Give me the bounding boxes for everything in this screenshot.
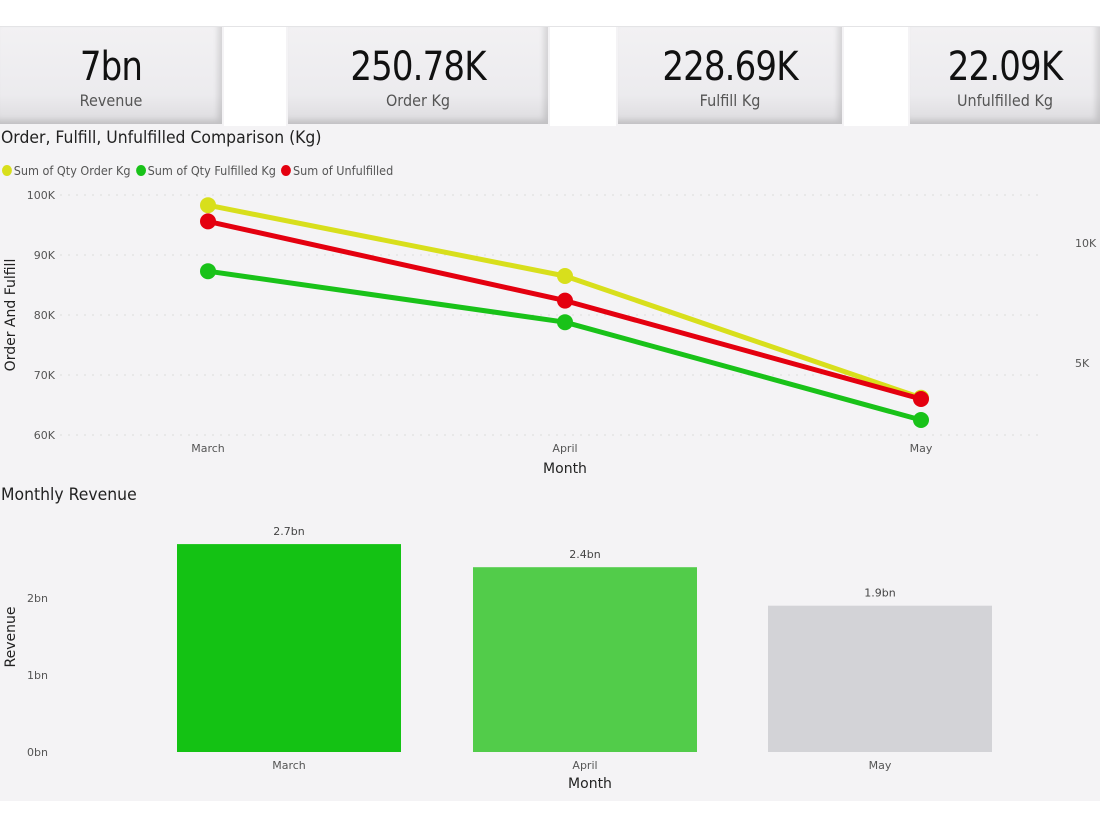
kpi-card-revenue: 7bn Revenue [0, 27, 222, 124]
data-point [913, 412, 929, 428]
line-chart-legend: Sum of Qty Order Kg Sum of Qty Fulfilled… [2, 163, 393, 178]
bar [177, 544, 401, 752]
data-point [557, 268, 573, 284]
x-axis-title: Month [568, 776, 612, 792]
kpi-card-unfulfilled: 22.09K Unfulfilled Kg [910, 27, 1100, 124]
card-gap [224, 27, 286, 126]
kpi-label: Fulfill Kg [699, 91, 761, 110]
data-label: 2.4bn [569, 548, 600, 561]
y2-tick-label: 10K [1075, 237, 1097, 250]
x-tick-label: May [910, 442, 933, 455]
legend-label: Sum of Qty Order Kg [13, 163, 131, 178]
kpi-label: Order Kg [385, 91, 451, 110]
y-tick-label: 100K [27, 189, 56, 202]
data-point [557, 314, 573, 331]
series-line [207, 218, 922, 402]
y-axis-title: Order And Fulfill [3, 259, 19, 372]
y-tick-label: 1bn [27, 669, 48, 682]
data-point [200, 263, 216, 280]
card-gap [550, 27, 616, 126]
x-tick-label: March [272, 759, 306, 772]
card-gap [844, 27, 908, 126]
kpi-card-fulfill: 228.69K Fulfill Kg [618, 27, 842, 124]
kpi-value: 7bn [79, 44, 143, 90]
x-tick-label: May [869, 759, 892, 772]
kpi-value: 22.09K [947, 44, 1063, 90]
kpi-label: Unfulfilled Kg [956, 91, 1054, 110]
kpi-value: 250.78K [350, 44, 486, 90]
y-tick-label: 70K [34, 369, 56, 382]
legend-dot-icon [281, 165, 292, 176]
y2-tick-label: 5K [1075, 357, 1090, 370]
kpi-value: 228.69K [662, 44, 798, 90]
data-label: 1.9bn [864, 587, 895, 600]
kpi-label: Revenue [79, 91, 143, 110]
data-label: 2.7bn [273, 525, 304, 538]
x-tick-label: March [191, 442, 225, 455]
legend-item[interactable]: Sum of Unfulfilled [281, 163, 393, 178]
y-tick-label: 0bn [27, 746, 48, 759]
kpi-card-order: 250.78K Order Kg [288, 27, 548, 124]
line-chart: 60K 70K 80K 90K 100K 5K 10K March April May Month O… [3, 189, 1097, 477]
legend-label: Sum of Unfulfilled [293, 163, 394, 178]
legend-dot-icon [2, 165, 12, 176]
x-tick-label: April [572, 759, 597, 772]
y-tick-label: 2bn [27, 592, 48, 605]
legend-label: Sum of Qty Fulfilled Kg [147, 163, 276, 178]
y-tick-label: 90K [34, 249, 56, 262]
y-tick-label: 60K [34, 429, 56, 442]
x-axis-title: Month [543, 461, 587, 477]
y-tick-label: 80K [34, 309, 56, 322]
bar-chart-title: Monthly Revenue [1, 485, 137, 505]
bar [768, 605, 992, 752]
legend-item[interactable]: Sum of Qty Fulfilled Kg [135, 163, 276, 178]
bar-chart: 0bn 1bn 2bn 2.7bn March 2.4bn April 1.9bn May Mon… [3, 525, 992, 792]
x-tick-label: April [552, 442, 577, 455]
legend-dot-icon [135, 165, 146, 176]
y-axis-title: Revenue [3, 607, 19, 668]
data-point [557, 292, 573, 309]
data-point [200, 197, 216, 214]
legend-item[interactable]: Sum of Qty Order Kg [2, 163, 131, 178]
line-chart-title: Order, Fulfill, Unfulfilled Comparison (… [1, 128, 322, 148]
bar [473, 567, 697, 752]
data-point [200, 213, 216, 230]
data-point [913, 391, 929, 407]
